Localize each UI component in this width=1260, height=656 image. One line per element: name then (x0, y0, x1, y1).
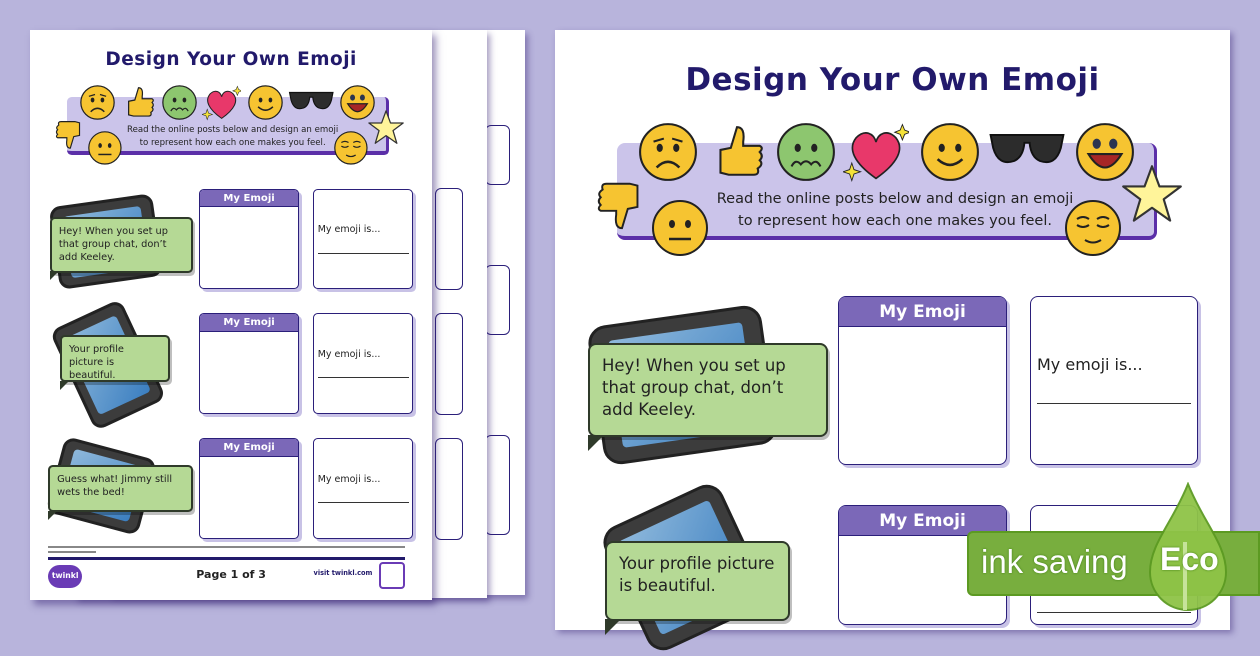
my-emoji-label: My Emoji (839, 297, 1006, 327)
sad-face-icon (80, 85, 115, 120)
thumbs-down-icon (55, 121, 80, 149)
neutral-face-icon (87, 131, 122, 165)
answer-box[interactable]: My emoji is... (313, 313, 414, 414)
my-emoji-box[interactable]: My Emoji (838, 296, 1007, 465)
post-text: Hey! When you set up that group chat, do… (58, 225, 168, 263)
my-emoji-label: My Emoji (199, 439, 299, 458)
my-emoji-box[interactable]: My Emoji (198, 438, 300, 539)
post-bubble: Hey! When you set up that group chat, do… (49, 216, 193, 280)
thumbs-up-icon (719, 126, 763, 176)
post-bubble: Guess what! Jimmy still wets the bed! (47, 465, 193, 520)
answer-box (435, 313, 463, 415)
post-bubble: Your profile picture is beautiful. (605, 541, 790, 635)
answer-box[interactable]: My emoji is... (1030, 296, 1198, 465)
answer-box (485, 435, 510, 535)
star-icon (367, 110, 404, 145)
thumbs-up-icon (128, 87, 154, 117)
neutral-face-icon (652, 200, 708, 256)
post-text: Your profile picture is beautiful. (619, 554, 775, 595)
post-text: Your profile picture is beautiful. (68, 343, 124, 381)
disclaimer-text (47, 550, 96, 554)
answer-box (435, 188, 463, 290)
answer-line[interactable] (317, 252, 409, 254)
sick-face-icon (162, 85, 197, 120)
post-text: Hey! When you set up that group chat, do… (602, 356, 786, 419)
my-emoji-box[interactable]: My Emoji (198, 188, 300, 290)
eco-label: Eco (1160, 541, 1219, 577)
post-text: Guess what! Jimmy still wets the bed! (57, 474, 173, 499)
answer-line[interactable] (317, 502, 409, 504)
relieved-face-icon (333, 131, 368, 165)
answer-label: My emoji is... (317, 473, 381, 485)
worksheet-preview-small: Design Your Own Emoji Read the online po… (30, 30, 432, 600)
answer-line[interactable] (317, 377, 409, 379)
page-title: Design Your Own Emoji (105, 49, 357, 71)
answer-box (485, 265, 510, 335)
smiling-face-icon (921, 123, 979, 181)
page-number: Page 1 of 3 (196, 567, 266, 581)
sunglasses-icon (989, 134, 1065, 164)
answer-label: My emoji is... (317, 224, 381, 236)
footer-divider (47, 556, 406, 560)
sunglasses-icon (288, 92, 334, 110)
relieved-face-icon (1065, 200, 1121, 256)
post-bubble: Hey! When you set up that group chat, do… (588, 343, 828, 451)
laughing-face-icon (1076, 123, 1134, 181)
answer-line[interactable] (1037, 403, 1191, 404)
sparkle-heart-icon (843, 123, 909, 182)
answer-label: My emoji is... (1037, 355, 1143, 374)
worksheet-preview-large: Design Your Own Emoji Read the online po… (555, 30, 1230, 656)
website-link[interactable]: visit twinkl.com (313, 569, 373, 578)
answer-box[interactable]: My emoji is... (313, 438, 414, 539)
twinkl-logo[interactable]: twinkl (47, 565, 83, 588)
sparkle-heart-icon (201, 85, 241, 121)
instructions: Read the online posts below and design a… (108, 124, 358, 150)
instruction-line: to represent how each one makes you feel… (139, 138, 326, 149)
instructions: Read the online posts below and design a… (685, 188, 1105, 232)
smiling-face-icon (248, 85, 283, 120)
sick-face-icon (777, 123, 835, 181)
answer-label: My emoji is... (317, 348, 381, 360)
disclaimer-text (47, 546, 406, 549)
ink-saving-label: ink saving (981, 543, 1128, 580)
page-title: Design Your Own Emoji (685, 62, 1100, 98)
instruction-line: Read the online posts below and design a… (126, 125, 339, 136)
instruction-line: to represent how each one makes you feel… (738, 213, 1052, 229)
my-emoji-label: My Emoji (199, 189, 299, 208)
my-emoji-label: My Emoji (839, 506, 1006, 536)
sad-face-icon (639, 123, 697, 181)
my-emoji-box[interactable]: My Emoji (198, 313, 300, 414)
laughing-face-icon (340, 85, 376, 120)
instruction-line: Read the online posts below and design a… (716, 191, 1074, 207)
star-icon (1122, 165, 1182, 222)
thumbs-down-icon (597, 182, 639, 230)
ink-saving-badge: ink saving (967, 531, 1260, 596)
leaf-drop-icon (1148, 482, 1228, 611)
answer-box (435, 438, 463, 540)
answer-line[interactable] (1037, 612, 1191, 613)
answer-box[interactable]: My emoji is... (313, 188, 414, 290)
answer-box (485, 125, 510, 185)
post-bubble: Your profile picture is beautiful. (59, 334, 171, 390)
quality-badge-icon (378, 562, 406, 589)
my-emoji-label: My Emoji (199, 314, 299, 332)
